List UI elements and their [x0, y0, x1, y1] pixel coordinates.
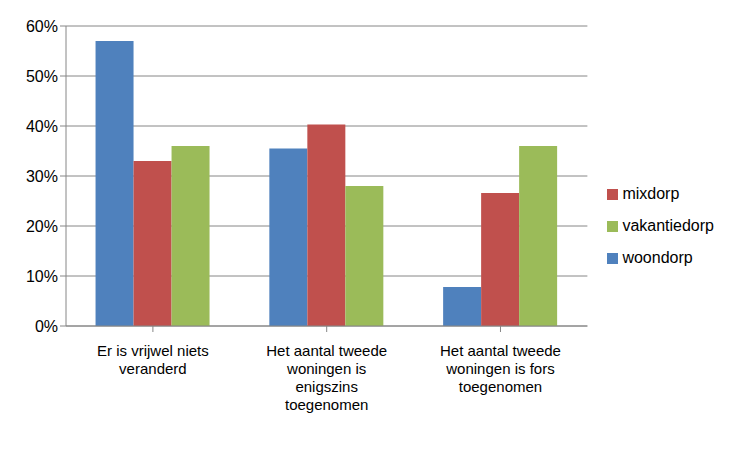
html-text:vakantiedorp: vakantiedorp: [622, 217, 714, 234]
svg-text:30%: 30%: [26, 168, 58, 185]
svg-text:40%: 40%: [26, 118, 58, 135]
html-text:mixdorp: mixdorp: [622, 185, 680, 202]
svg-text:Er is vrijwel nietsveranderd: Er is vrijwel nietsveranderd: [97, 342, 209, 377]
svg-text:10%: 10%: [26, 268, 58, 285]
svg-text:50%: 50%: [26, 68, 58, 85]
svg-text:0%: 0%: [35, 318, 58, 335]
svg-text:60%: 60%: [26, 18, 58, 35]
html-text:woondorp: woondorp: [622, 249, 693, 266]
svg-text:20%: 20%: [26, 218, 58, 235]
svg-text:Het aantal tweedewoningen isen: Het aantal tweedewoningen isenigszinstoe…: [266, 342, 387, 413]
svg-text:Het aantal tweedewoningen is f: Het aantal tweedewoningen is forstoegeno…: [440, 342, 561, 395]
